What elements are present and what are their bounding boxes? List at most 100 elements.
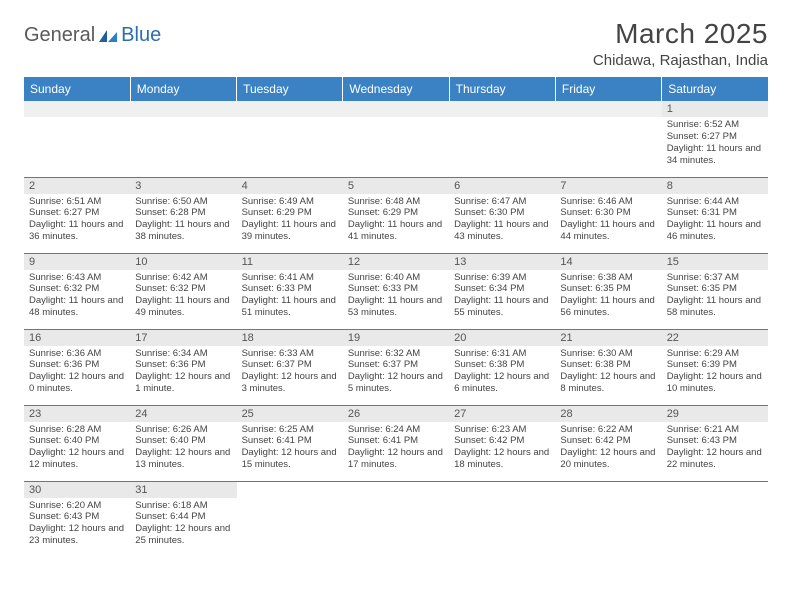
sunrise-text: Sunrise: 6:25 AM <box>242 424 338 436</box>
calendar-empty-cell <box>662 481 768 557</box>
day-header: Tuesday <box>237 77 343 101</box>
day-details: Sunrise: 6:18 AMSunset: 6:44 PMDaylight:… <box>130 498 236 552</box>
sunrise-text: Sunrise: 6:52 AM <box>667 119 763 131</box>
calendar-row: 16 Sunrise: 6:36 AM Sunset: 6:36 PM Dayligh… <box>24 329 768 405</box>
daylight-text: Daylight: 11 hours and 58 minutes. <box>667 295 763 319</box>
sunset-text: Sunset: 6:32 PM <box>29 283 125 295</box>
sunrise-text: Sunrise: 6:22 AM <box>560 424 656 436</box>
day-number: 31 <box>130 482 236 498</box>
calendar-empty-cell <box>555 101 661 177</box>
day-number: 5 <box>343 178 449 194</box>
sunset-text: Sunset: 6:37 PM <box>348 359 444 371</box>
daylight-text: Daylight: 12 hours and 23 minutes. <box>29 523 125 547</box>
day-details: Sunrise: 6:47 AMSunset: 6:30 PMDaylight:… <box>449 194 555 248</box>
daylight-text: Daylight: 11 hours and 48 minutes. <box>29 295 125 319</box>
sunset-text: Sunset: 6:34 PM <box>454 283 550 295</box>
location-text: Chidawa, Rajasthan, India <box>593 52 768 69</box>
sunrise-text: Sunrise: 6:29 AM <box>667 348 763 360</box>
sunrise-text: Sunrise: 6:20 AM <box>29 500 125 512</box>
day-number: 24 <box>130 406 236 422</box>
day-details: Sunrise: 6:22 AMSunset: 6:42 PMDaylight:… <box>555 422 661 476</box>
sunrise-text: Sunrise: 6:40 AM <box>348 272 444 284</box>
day-number: 16 <box>24 330 130 346</box>
sunrise-text: Sunrise: 6:21 AM <box>667 424 763 436</box>
sunset-text: Sunset: 6:37 PM <box>242 359 338 371</box>
calendar-empty-cell <box>449 101 555 177</box>
day-number: 3 <box>130 178 236 194</box>
calendar-day-cell: 22Sunrise: 6:29 AMSunset: 6:39 PMDayligh… <box>662 329 768 405</box>
sunset-text: Sunset: 6:31 PM <box>667 207 763 219</box>
sunrise-text: Sunrise: 6:48 AM <box>348 196 444 208</box>
calendar-empty-cell <box>24 101 130 177</box>
sunrise-text: Sunrise: 6:39 AM <box>454 272 550 284</box>
calendar-day-cell: 4Sunrise: 6:49 AMSunset: 6:29 PMDaylight… <box>237 177 343 253</box>
sunset-text: Sunset: 6:36 PM <box>135 359 231 371</box>
sunset-text: Sunset: 6:42 PM <box>560 435 656 447</box>
day-number: 26 <box>343 406 449 422</box>
sunset-text: Sunset: 6:35 PM <box>667 283 763 295</box>
day-header: Thursday <box>449 77 555 101</box>
day-details: Sunrise: 6:38 AMSunset: 6:35 PMDaylight:… <box>555 270 661 324</box>
brand-word2: Blue <box>121 24 161 47</box>
day-details: Sunrise: 6:41 AMSunset: 6:33 PMDaylight:… <box>237 270 343 324</box>
sunrise-text: Sunrise: 6:50 AM <box>135 196 231 208</box>
day-number: 15 <box>662 254 768 270</box>
sunset-text: Sunset: 6:39 PM <box>667 359 763 371</box>
daylight-text: Daylight: 12 hours and 25 minutes. <box>135 523 231 547</box>
sunrise-text: Sunrise: 6:43 AM <box>29 272 125 284</box>
day-header: Saturday <box>662 77 768 101</box>
calendar-day-cell: 3Sunrise: 6:50 AMSunset: 6:28 PMDaylight… <box>130 177 236 253</box>
sunrise-text: Sunrise: 6:51 AM <box>29 196 125 208</box>
calendar-day-cell: 20Sunrise: 6:31 AMSunset: 6:38 PMDayligh… <box>449 329 555 405</box>
sunset-text: Sunset: 6:38 PM <box>560 359 656 371</box>
calendar-row: 30Sunrise: 6:20 AMSunset: 6:43 PMDayligh… <box>24 481 768 557</box>
day-number: 27 <box>449 406 555 422</box>
sunset-text: Sunset: 6:30 PM <box>560 207 656 219</box>
day-header: Monday <box>130 77 236 101</box>
calendar-day-cell: 27Sunrise: 6:23 AMSunset: 6:42 PMDayligh… <box>449 405 555 481</box>
day-details: Sunrise: 6:26 AMSunset: 6:40 PMDaylight:… <box>130 422 236 476</box>
calendar-day-cell: 23Sunrise: 6:28 AMSunset: 6:40 PMDayligh… <box>24 405 130 481</box>
daylight-text: Daylight: 11 hours and 43 minutes. <box>454 219 550 243</box>
daylight-text: Daylight: 12 hours and 17 minutes. <box>348 447 444 471</box>
day-number: 4 <box>237 178 343 194</box>
header: General Blue March 2025 Chidawa, Rajasth… <box>24 18 768 69</box>
calendar-day-cell: 17Sunrise: 6:34 AMSunset: 6:36 PMDayligh… <box>130 329 236 405</box>
day-details: Sunrise: 6:23 AMSunset: 6:42 PMDaylight:… <box>449 422 555 476</box>
calendar-empty-cell <box>343 481 449 557</box>
daylight-text: Daylight: 11 hours and 36 minutes. <box>29 219 125 243</box>
day-header: Friday <box>555 77 661 101</box>
daylight-text: Daylight: 12 hours and 3 minutes. <box>242 371 338 395</box>
daylight-text: Daylight: 11 hours and 49 minutes. <box>135 295 231 319</box>
sunrise-text: Sunrise: 6:34 AM <box>135 348 231 360</box>
sunset-text: Sunset: 6:41 PM <box>348 435 444 447</box>
calendar-day-cell: 18Sunrise: 6:33 AMSunset: 6:37 PMDayligh… <box>237 329 343 405</box>
day-header: Sunday <box>24 77 130 101</box>
sunset-text: Sunset: 6:28 PM <box>135 207 231 219</box>
sunrise-text: Sunrise: 6:47 AM <box>454 196 550 208</box>
day-header: Wednesday <box>343 77 449 101</box>
sunrise-text: Sunrise: 6:41 AM <box>242 272 338 284</box>
day-number: 7 <box>555 178 661 194</box>
sunset-text: Sunset: 6:32 PM <box>135 283 231 295</box>
daylight-text: Daylight: 12 hours and 18 minutes. <box>454 447 550 471</box>
calendar-day-cell: 8Sunrise: 6:44 AMSunset: 6:31 PMDaylight… <box>662 177 768 253</box>
calendar-day-cell: 13Sunrise: 6:39 AMSunset: 6:34 PMDayligh… <box>449 253 555 329</box>
daylight-text: Daylight: 12 hours and 12 minutes. <box>29 447 125 471</box>
day-details: Sunrise: 6:21 AMSunset: 6:43 PMDaylight:… <box>662 422 768 476</box>
day-details: Sunrise: 6:44 AMSunset: 6:31 PMDaylight:… <box>662 194 768 248</box>
sunrise-text: Sunrise: 6:26 AM <box>135 424 231 436</box>
day-number: 2 <box>24 178 130 194</box>
brand-word1: General <box>24 24 95 47</box>
sunrise-text: Sunrise: 6:18 AM <box>135 500 231 512</box>
sunrise-text: Sunrise: 6:46 AM <box>560 196 656 208</box>
sunset-text: Sunset: 6:43 PM <box>29 511 125 523</box>
day-details: Sunrise: 6:28 AMSunset: 6:40 PMDaylight:… <box>24 422 130 476</box>
day-details: Sunrise: 6:51 AMSunset: 6:27 PMDaylight:… <box>24 194 130 248</box>
calendar-day-cell: 21Sunrise: 6:30 AMSunset: 6:38 PMDayligh… <box>555 329 661 405</box>
daylight-text: Daylight: 11 hours and 55 minutes. <box>454 295 550 319</box>
calendar-day-cell: 2Sunrise: 6:51 AMSunset: 6:27 PMDaylight… <box>24 177 130 253</box>
day-details: Sunrise: 6:37 AMSunset: 6:35 PMDaylight:… <box>662 270 768 324</box>
sunrise-text: Sunrise: 6:36 AM <box>29 348 125 360</box>
sunset-text: Sunset: 6:40 PM <box>29 435 125 447</box>
